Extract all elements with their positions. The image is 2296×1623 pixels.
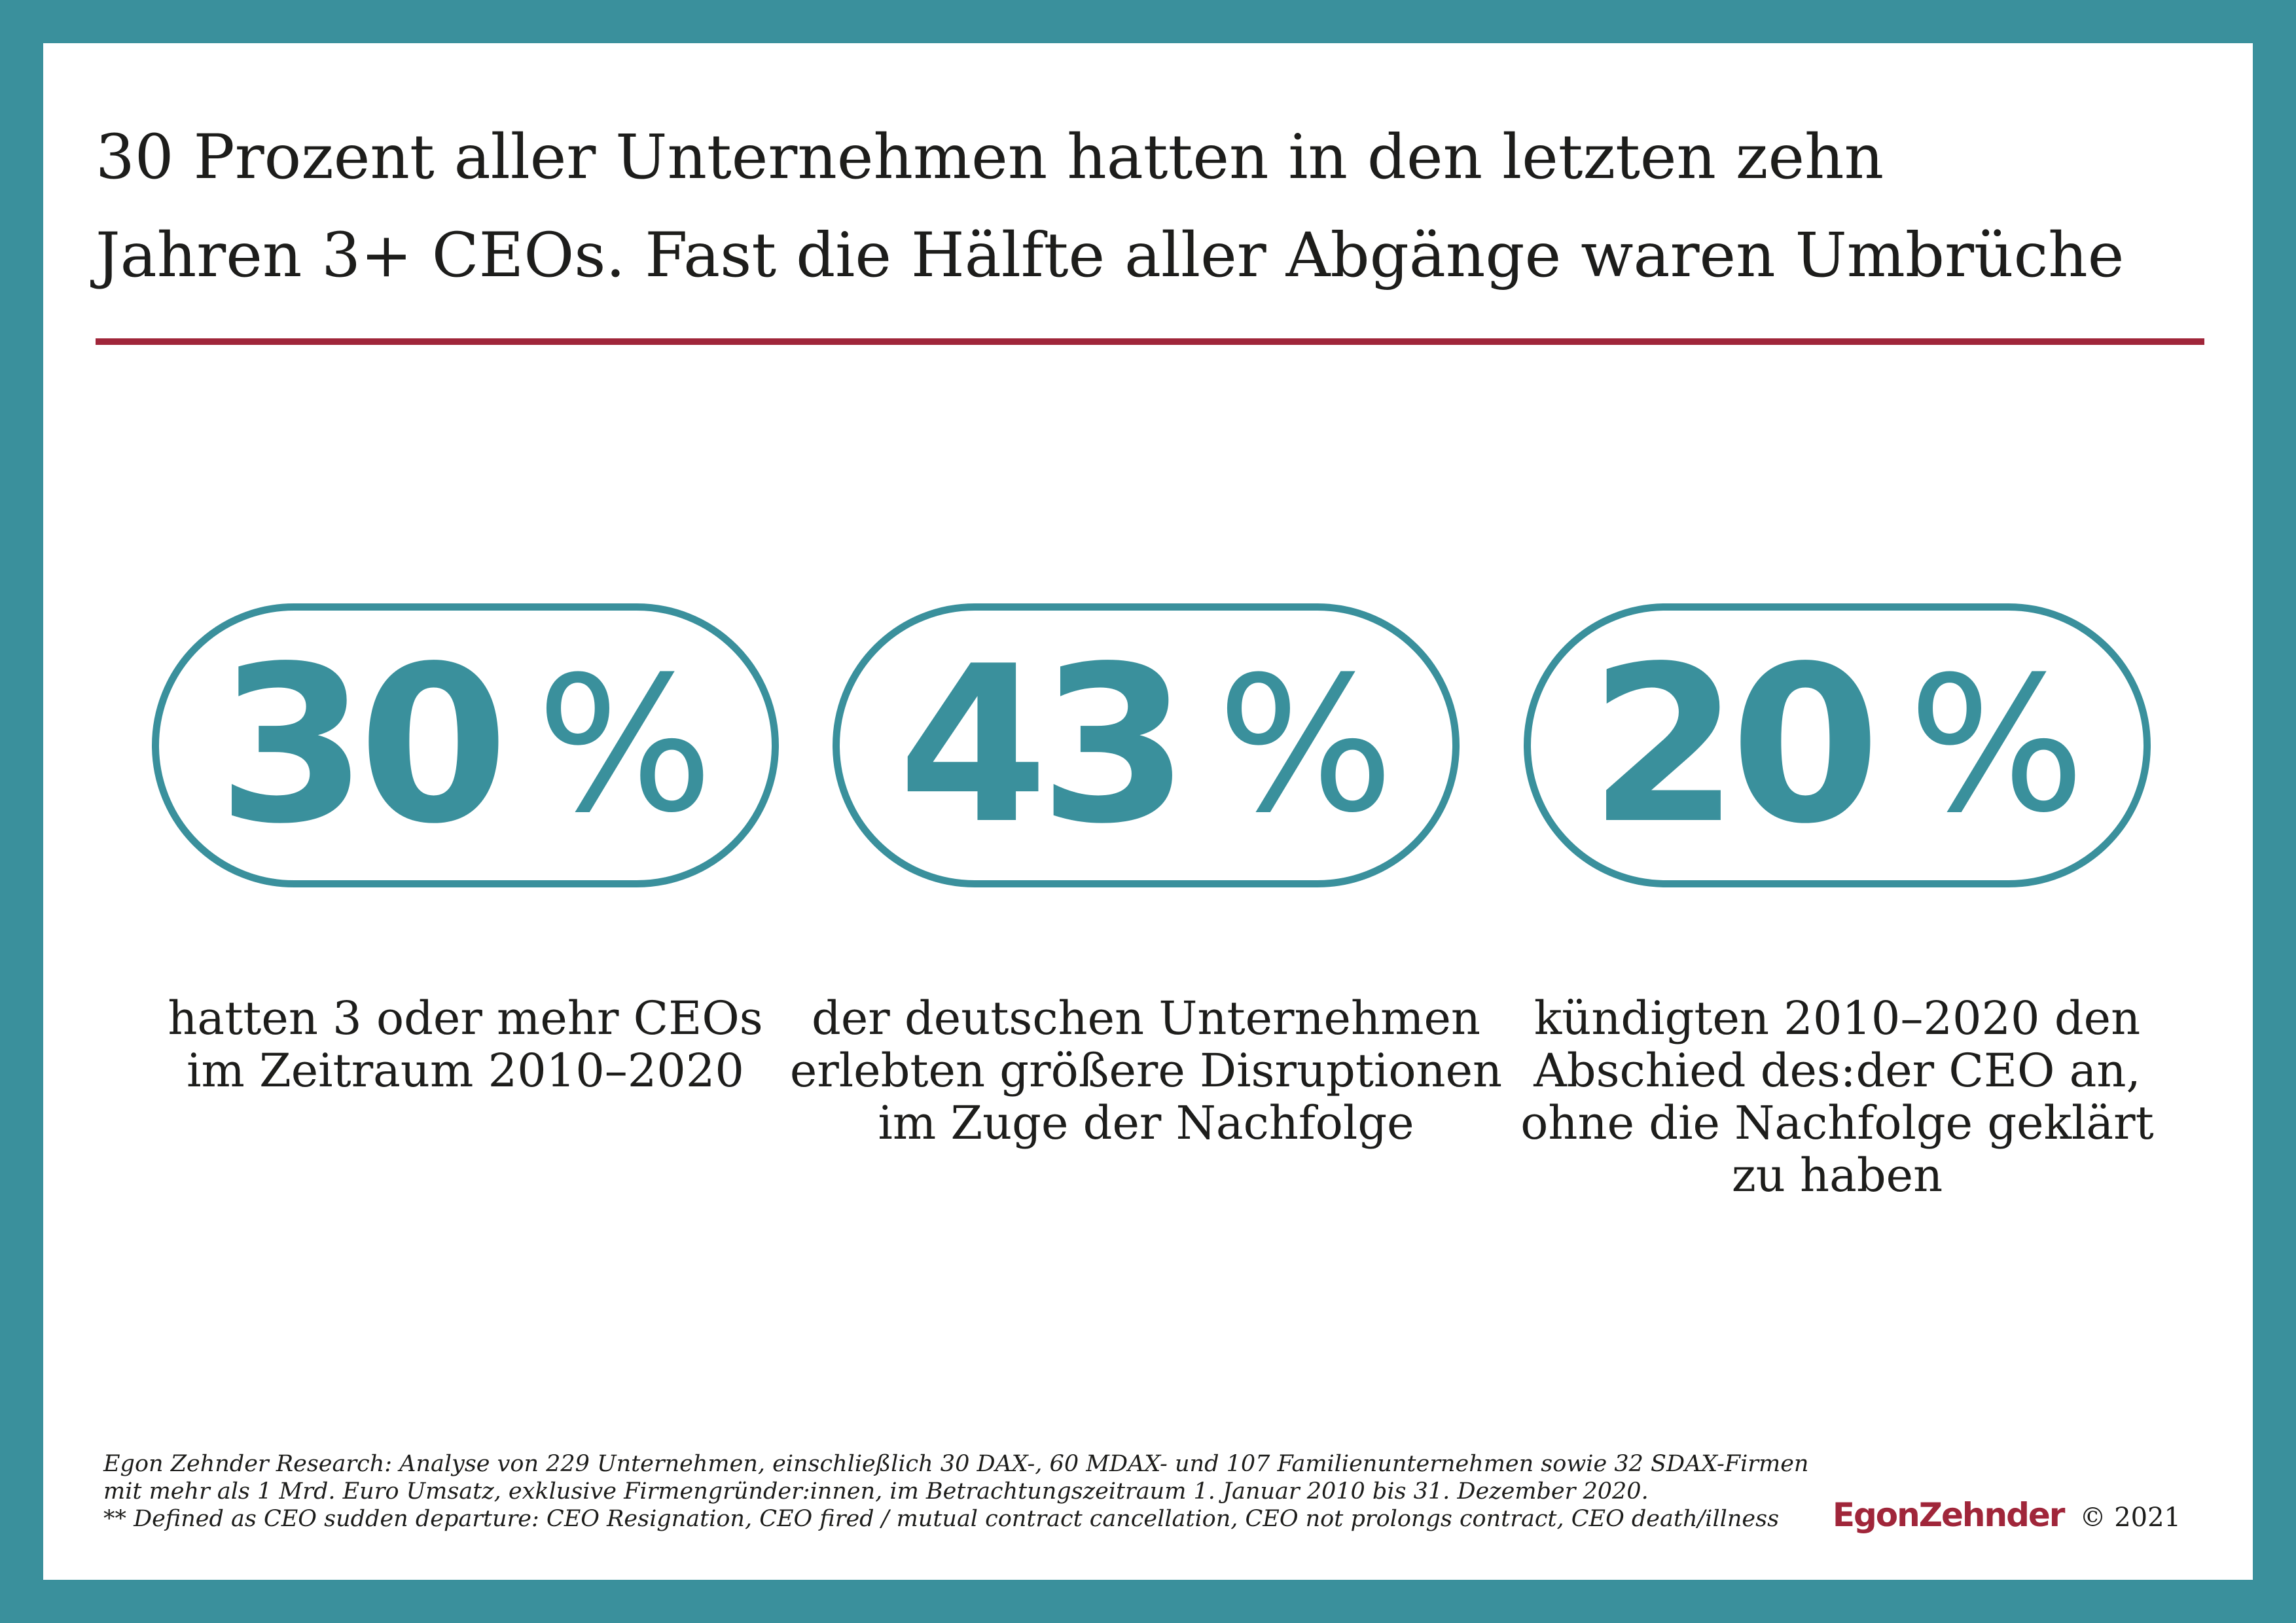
source-footnote: Egon Zehnder Research: Analyse von 229 U… [103,1450,1871,1533]
caption-line: ohne die Nachfolge geklärt [1520,1096,2154,1150]
footnote-line-2: mit mehr als 1 Mrd. Euro Umsatz, exklusi… [103,1478,1649,1505]
headline-line-1: 30 Prozent aller Unternehmen hatten in d… [96,122,1884,193]
caption-line: im Zuge der Nachfolge [878,1096,1414,1150]
stat-pill-1: 30 % [152,603,779,887]
footnote-line-3: ** Defined as CEO sudden departure: CEO … [103,1506,1780,1532]
footnote-line-1: Egon Zehnder Research: Analyse von 229 U… [103,1451,1809,1477]
stat-value-1: 30 [217,620,509,871]
egon-zehnder-logo: EgonZehnder [1832,1496,2066,1534]
stat-value-3: 20 [1588,620,1880,871]
brand-block: EgonZehnder © 2021 [1833,1496,2181,1534]
stat-unit-3: % [1908,636,2086,854]
caption-line: kündigten 2010–2020 den [1534,991,2141,1045]
stat-caption-1: hatten 3 oder mehr CEOs im Zeitraum 2010… [105,992,825,1097]
headline-line-2: Jahren 3+ CEOs. Fast die Hälfte aller Ab… [96,220,2125,291]
caption-line: im Zeitraum 2010–2020 [187,1044,744,1097]
infographic-card: 30 Prozent aller Unternehmen hatten in d… [43,43,2253,1580]
stat-value-2: 43 [897,620,1189,871]
stat-caption-2: der deutschen Unternehmen erlebten größe… [786,992,1506,1149]
stat-unit-1: % [536,636,714,854]
stat-pill-2: 43 % [833,603,1460,887]
stat-pill-3: 20 % [1524,603,2151,887]
caption-line: der deutschen Unternehmen [812,991,1480,1045]
copyright-notice: © 2021 [2079,1503,2181,1533]
caption-line: Abschied des:der CEO an, [1534,1044,2141,1097]
stat-unit-2: % [1217,636,1395,854]
stat-caption-3: kündigten 2010–2020 den Abschied des:der… [1477,992,2197,1202]
headline: 30 Prozent aller Unternehmen hatten in d… [96,109,2125,305]
caption-line: zu haben [1731,1149,1943,1202]
headline-divider [96,338,2204,345]
caption-line: hatten 3 oder mehr CEOs [168,991,763,1045]
caption-line: erlebten größere Disruptionen [789,1044,1503,1097]
